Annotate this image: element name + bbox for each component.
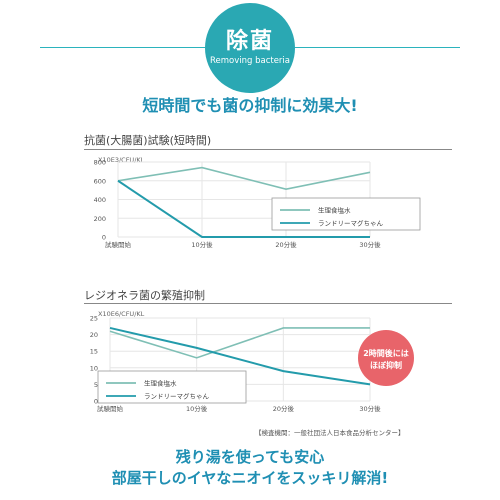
callout-circle [358,330,414,386]
callout-text: ほぼ抑制 [370,360,402,370]
source-note: 【検査機関：一般社団法人日本食品分析センター】 [255,429,405,437]
x-tick-label: 30分後 [359,240,381,249]
y-tick-label: 0 [94,398,98,406]
chart1-unit-label: X10E3/CFU/KL [98,156,145,164]
y-tick-label: 800 [94,159,106,167]
chart2-title: レジオネラ菌の繁殖抑制 [84,289,205,302]
x-tick-label: 20分後 [275,240,297,249]
legend-label: 生理食塩水 [144,379,177,388]
legend-box [271,197,421,231]
removing-bacteria-badge: 除菌 Removing bacteria [205,3,295,93]
chart1-title: 抗菌(大腸菌)試験(短時間) [84,134,212,147]
x-tick-label: 試験開始 [97,404,124,413]
headline: 短時間でも菌の抑制に効果大! [142,96,358,115]
header-rule-right [295,47,460,48]
y-tick-label: 200 [94,215,106,223]
y-tick-label: 25 [90,315,98,323]
y-tick-label: 20 [90,331,98,339]
series-line-saline [109,327,370,359]
callout-text: 2時間後には [363,348,409,358]
y-tick-label: 0 [102,234,106,242]
legend-box [97,370,247,404]
series-line-laundry-mag [117,179,370,238]
chart2-title-rule [84,303,452,304]
chart2-unit-label: X10E6/CFU/KL [98,310,145,318]
legend-label: 生理食塩水 [318,206,351,215]
x-tick-label: 10分後 [191,240,213,249]
y-tick-label: 15 [90,348,98,356]
footer-line-2: 部屋干しのイヤなニオイをスッキリ解消! [111,469,389,487]
header-rule-left [40,47,205,48]
badge-subtitle: Removing bacteria [209,56,290,66]
series-line-laundry-mag [109,326,371,386]
x-tick-label: 30分後 [359,404,381,413]
y-tick-label: 400 [94,196,106,204]
badge-title: 除菌 [225,29,274,54]
legend-label: ランドリーマグちゃん [144,392,210,401]
series-line-saline [117,166,371,191]
x-tick-label: 20分後 [273,404,295,413]
y-tick-label: 600 [94,177,106,185]
y-tick-label: 5 [94,381,98,389]
x-tick-label: 試験開始 [105,240,132,249]
chart1-title-rule [84,149,452,150]
x-tick-label: 10分後 [186,404,208,413]
y-tick-label: 10 [90,364,98,372]
footer-line-1: 残り湯を使っても安心 [175,448,325,466]
legend-label: ランドリーマグちゃん [318,219,384,228]
